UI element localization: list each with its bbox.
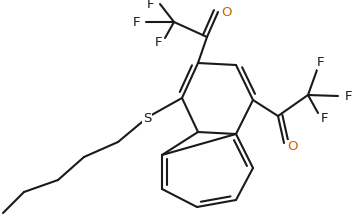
Text: O: O (221, 6, 231, 19)
Text: F: F (133, 15, 141, 28)
Text: F: F (344, 90, 352, 103)
Text: S: S (143, 112, 151, 125)
Text: F: F (317, 56, 325, 69)
Text: F: F (320, 112, 328, 125)
Text: O: O (287, 140, 297, 153)
Text: F: F (147, 0, 155, 11)
Text: F: F (155, 37, 163, 50)
